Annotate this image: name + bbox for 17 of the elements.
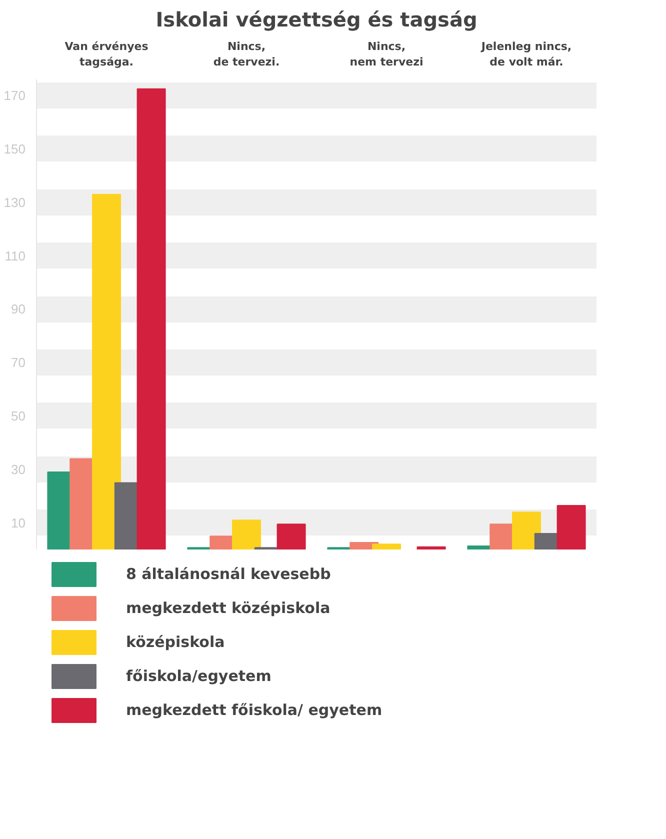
legend-label: megkezdett főiskola/ egyetem <box>126 701 382 719</box>
bar <box>232 520 261 550</box>
bar <box>372 544 401 550</box>
chart-title: Iskolai végzettség és tagság <box>156 8 478 32</box>
bar <box>136 88 166 550</box>
legend-label: főiskola/egyetem <box>126 667 272 685</box>
x-tick-label: Nincs, de tervezi. <box>213 40 280 68</box>
x-tick-label: Nincs, nem tervezi <box>350 40 424 68</box>
legend-label: középiskola <box>126 633 225 651</box>
bar <box>276 524 306 550</box>
legend-label: 8 általánosnál kevesebb <box>126 565 331 583</box>
x-tick-label: Jelenleg nincs, de volt már. <box>480 40 572 68</box>
bar <box>92 194 121 550</box>
legend-label: megkezdett középiskola <box>126 599 330 617</box>
x-tick-label: Van érvényes tagsága. <box>64 40 149 68</box>
bar <box>416 546 446 550</box>
bar <box>556 504 586 550</box>
